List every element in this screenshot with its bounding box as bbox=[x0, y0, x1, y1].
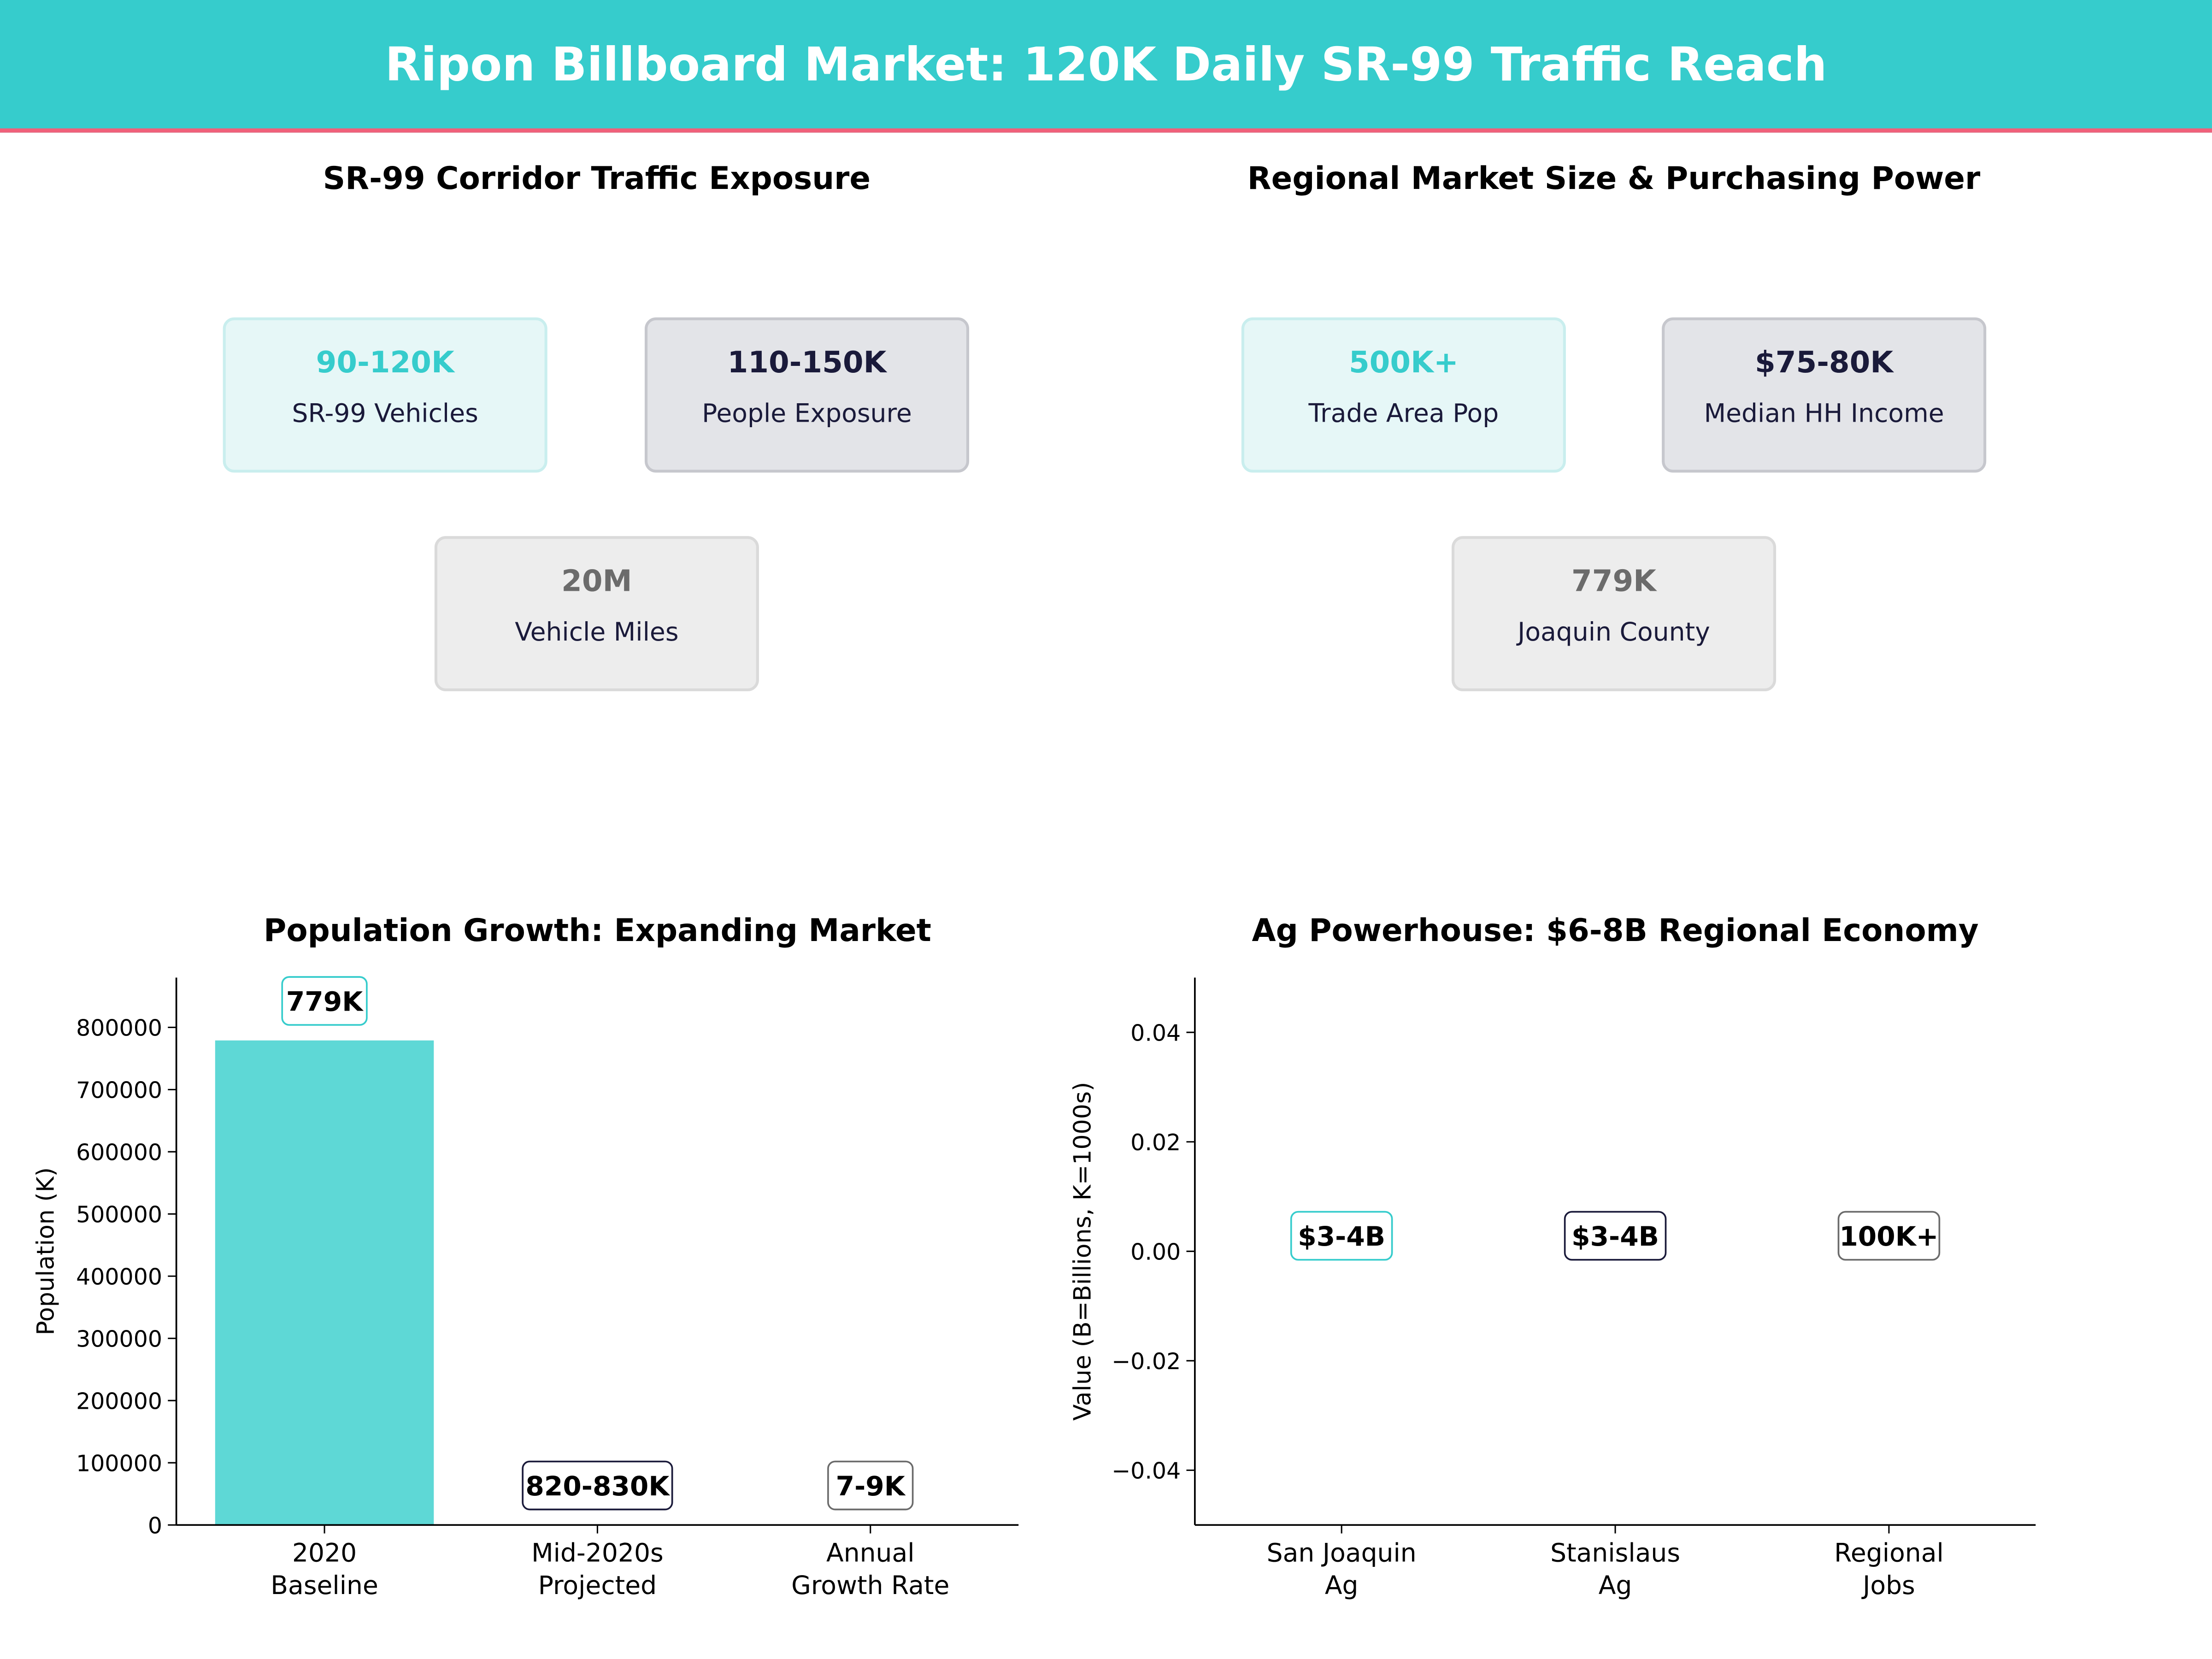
kpi-value: 110-150K bbox=[727, 345, 887, 380]
y-tick-label: 600000 bbox=[76, 1140, 162, 1166]
chart-0: Population Growth: Expanding Market 0 1000… bbox=[32, 912, 1019, 1600]
data-label: 100K+ bbox=[1839, 1221, 1938, 1252]
kpi-card-trade-area-pop: 500K+ Trade Area Pop bbox=[1241, 317, 1566, 473]
kpi-label: Joaquin County bbox=[1518, 618, 1710, 648]
kpi-label: Vehicle Miles bbox=[515, 618, 679, 648]
data-label-box bbox=[1564, 1211, 1667, 1261]
kpi-label: Median HH Income bbox=[1704, 399, 1944, 429]
y-tick-label: 500000 bbox=[76, 1202, 162, 1228]
x-tick-label-line: Baseline bbox=[271, 1571, 378, 1600]
kpi-card-people-exposure: 110-150K People Exposure bbox=[644, 317, 970, 473]
y-tick-label: −0.02 bbox=[1112, 1348, 1181, 1375]
x-tick-label-line: Annual bbox=[826, 1538, 915, 1568]
x-tick-label-line: Stanislaus bbox=[1550, 1538, 1680, 1568]
kpi-label: SR-99 Vehicles bbox=[292, 399, 478, 429]
bar bbox=[215, 1040, 434, 1525]
y-tick-label: 0 bbox=[148, 1513, 162, 1539]
kpi-card-median-income: $75-80K Median HH Income bbox=[1662, 317, 1987, 473]
y-tick-label: −0.04 bbox=[1112, 1458, 1181, 1484]
x-tick-label: Regional Jobs bbox=[1834, 1538, 1944, 1600]
x-tick-label: Mid-2020s Projected bbox=[531, 1538, 664, 1600]
chart-1: Ag Powerhouse: $6-8B Regional Economy −0.… bbox=[1069, 912, 2036, 1600]
data-label-box bbox=[281, 976, 368, 1026]
y-tick-label: 400000 bbox=[76, 1264, 162, 1290]
x-tick-label-line: Growth Rate bbox=[791, 1571, 949, 1600]
y-tick-label: 700000 bbox=[76, 1077, 162, 1104]
kpi-card-sr99-vehicles: 90-120K SR-99 Vehicles bbox=[223, 317, 547, 473]
x-tick-label: 2020 Baseline bbox=[271, 1538, 378, 1600]
x-tick-label: Annual Growth Rate bbox=[791, 1538, 949, 1600]
y-tick-label: 0.04 bbox=[1130, 1020, 1181, 1047]
y-tick-label: 200000 bbox=[76, 1388, 162, 1415]
data-label: 820-830K bbox=[525, 1471, 670, 1502]
kpi-label: Trade Area Pop bbox=[1308, 399, 1499, 429]
y-tick-label: 0.00 bbox=[1130, 1239, 1181, 1265]
x-tick-label-line: Mid-2020s bbox=[531, 1538, 664, 1568]
x-tick-label-line: Ag bbox=[1599, 1571, 1632, 1600]
data-label: 779K bbox=[286, 986, 364, 1017]
kpi-value: 779K bbox=[1571, 564, 1656, 598]
kpi-value: 500K+ bbox=[1348, 345, 1459, 380]
kpi-value: $75-80K bbox=[1755, 345, 1894, 380]
kpi-card-joaquin-county: 779K Joaquin County bbox=[1451, 536, 1777, 691]
kpi-card-vehicle-miles: 20M Vehicle Miles bbox=[434, 536, 759, 691]
kpi-value: 20M bbox=[561, 564, 632, 598]
market-panel-title: Regional Market Size & Purchasing Power bbox=[1247, 162, 1981, 198]
chart-title: Population Growth: Expanding Market bbox=[264, 912, 931, 948]
kpi-value: 90-120K bbox=[316, 345, 454, 380]
x-tick-label-line: San Joaquin bbox=[1267, 1538, 1417, 1568]
data-label-box bbox=[522, 1460, 673, 1511]
data-label: $3-4B bbox=[1571, 1221, 1659, 1252]
y-tick-label: 800000 bbox=[76, 1015, 162, 1041]
x-tick-label-line: Ag bbox=[1325, 1571, 1359, 1600]
data-label: $3-4B bbox=[1298, 1221, 1385, 1252]
y-axis-label: Population (K) bbox=[32, 1167, 59, 1335]
data-label-box bbox=[827, 1460, 914, 1511]
y-tick-label: 0.02 bbox=[1130, 1130, 1181, 1156]
x-tick-label-line: 2020 bbox=[292, 1538, 357, 1568]
x-tick-label-line: Jobs bbox=[1861, 1571, 1915, 1600]
data-label: 7-9K bbox=[836, 1471, 906, 1502]
page-title: Ripon Billboard Market: 120K Daily SR-99… bbox=[385, 36, 1827, 92]
y-axis-label: Value (B=Billions, K=1000s) bbox=[1069, 1082, 1096, 1421]
x-tick-label: Stanislaus Ag bbox=[1550, 1538, 1680, 1600]
chart-title: Ag Powerhouse: $6-8B Regional Economy bbox=[1252, 912, 1978, 948]
data-label-box bbox=[1290, 1211, 1393, 1261]
y-tick-label: 100000 bbox=[76, 1451, 162, 1477]
x-tick-label: San Joaquin Ag bbox=[1267, 1538, 1417, 1600]
header-banner: Ripon Billboard Market: 120K Daily SR-99… bbox=[0, 0, 2212, 133]
traffic-panel-title: SR-99 Corridor Traffic Exposure bbox=[323, 162, 871, 198]
kpi-label: People Exposure bbox=[702, 399, 912, 429]
y-tick-label: 300000 bbox=[76, 1326, 162, 1353]
x-tick-label-line: Regional bbox=[1834, 1538, 1944, 1568]
x-tick-label-line: Projected bbox=[538, 1571, 657, 1600]
data-label-box bbox=[1837, 1211, 1941, 1261]
